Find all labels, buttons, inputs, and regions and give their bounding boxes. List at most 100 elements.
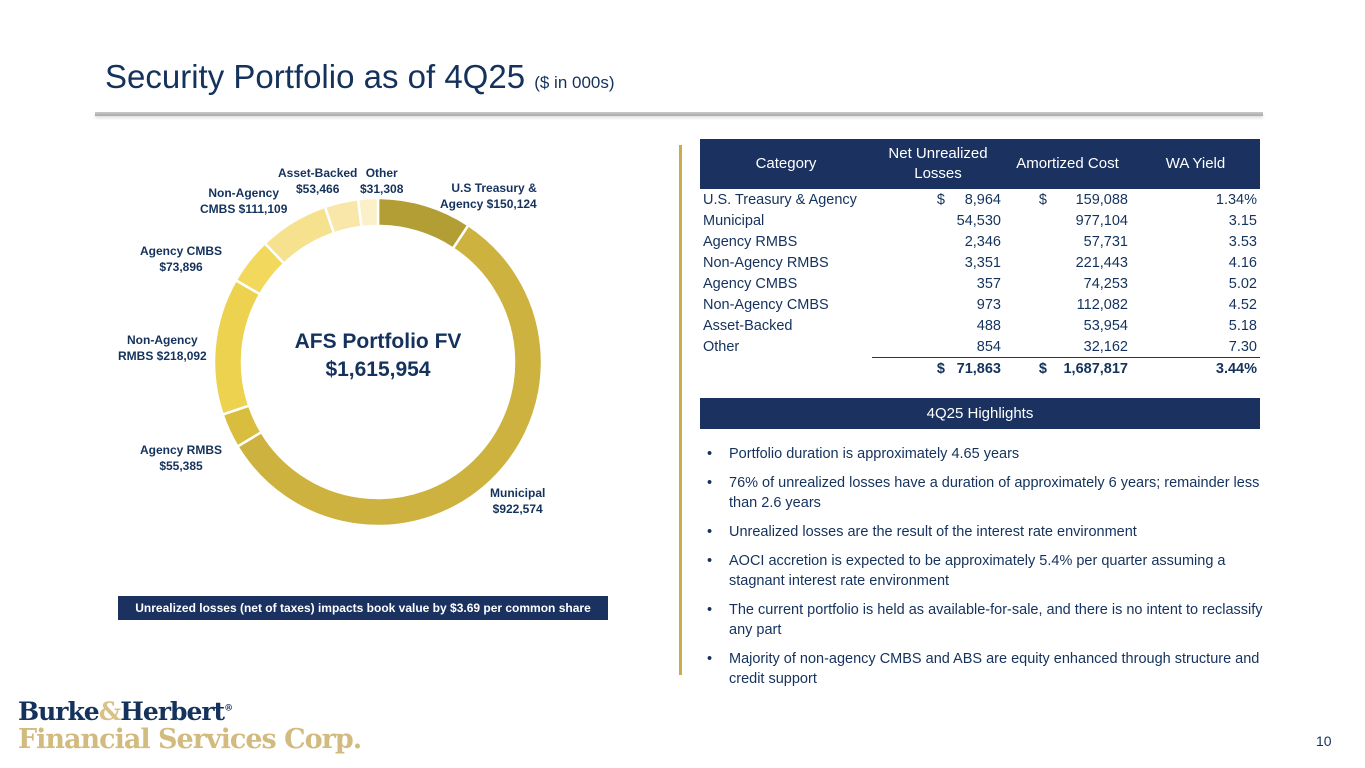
table-row: Asset-Backed 488 53,954 5.18 (700, 315, 1260, 336)
table-row: Agency RMBS 2,346 57,731 3.53 (700, 231, 1260, 252)
table-cell (872, 273, 948, 294)
slice-label: Non-Agency RMBS $218,092 (118, 332, 207, 364)
table-cell (700, 358, 872, 380)
portfolio-table: Category Net Unrealized Losses Amortized… (700, 139, 1260, 379)
slice-label-text: Non-Agency (208, 186, 280, 200)
table-cell (1004, 294, 1050, 315)
table-cell: 57,731 (1083, 233, 1128, 250)
table-row: Agency CMBS 357 74,253 5.02 (700, 273, 1260, 294)
table-row: U.S. Treasury & Agency $8,964 $159,088 1.34… (700, 189, 1260, 210)
table-cell: Municipal (703, 212, 765, 229)
table-cell: 159,088 (1075, 191, 1128, 208)
table-cell: 112,082 (1076, 296, 1128, 313)
slice-label-text: $31,308 (360, 182, 404, 196)
highlight-item: 76% of unrealized losses have a duration… (705, 473, 1265, 513)
table-cell: 3,351 (964, 254, 1001, 271)
company-logo-subtitle: Financial Services Corp. (18, 724, 362, 755)
table-cell (1004, 336, 1050, 358)
col-header: WA Yield (1131, 139, 1260, 189)
donut-slice-municipal (235, 223, 544, 528)
table-cell (1004, 252, 1050, 273)
table-cell: Non-Agency RMBS (703, 254, 829, 271)
table-cell: $ (1004, 357, 1050, 379)
table-cell: 854 (976, 338, 1001, 355)
page-title: Security Portfolio as of 4Q25 ($ in 000s… (105, 58, 615, 95)
highlight-item: AOCI accretion is expected to be approxi… (705, 551, 1265, 591)
slice-label-text: $73,896 (159, 260, 203, 274)
table-cell: 53,954 (1083, 317, 1128, 334)
table-cell (872, 294, 948, 315)
table-cell: 977,104 (1075, 212, 1128, 229)
table-cell: 32,162 (1083, 338, 1128, 355)
table-cell: 488 (976, 317, 1001, 334)
donut-slice-other (356, 196, 380, 229)
book-value-note: Unrealized losses (net of taxes) impacts… (118, 596, 608, 620)
table-cell: 4.16 (1228, 254, 1257, 271)
col-header: Net Unrealized Losses (872, 139, 1004, 189)
slice-label-text: $53,466 (295, 182, 340, 196)
slice-label-text: U.S Treasury & (451, 181, 537, 195)
table-cell: Other (703, 338, 740, 355)
donut-chart (212, 196, 544, 528)
slice-label: U.S Treasury & Agency $150,124 (440, 180, 537, 212)
slice-label-text: Agency RMBS (140, 443, 223, 457)
page-number: 10 (1316, 733, 1332, 749)
table-cell: $ (1038, 191, 1047, 208)
table-cell (872, 336, 948, 358)
slice-label: Non-Agency CMBS $111,109 (200, 185, 287, 217)
table-cell: Agency RMBS (703, 233, 798, 250)
highlight-item: Unrealized losses are the result of the … (705, 522, 1265, 542)
table-cell: 54,530 (956, 212, 1001, 229)
slice-label: Agency RMBS $55,385 (140, 442, 222, 474)
title-underline (95, 112, 1263, 116)
slice-label-text: Agency $150,124 (440, 197, 537, 211)
table-cell: 357 (976, 275, 1001, 292)
slice-label-text: CMBS $111,109 (200, 202, 288, 216)
slice-label: Asset-Backed $53,466 (278, 165, 357, 197)
highlight-item: The current portfolio is held as availab… (705, 600, 1265, 640)
slice-label: Municipal $922,574 (490, 485, 545, 517)
slice-label-text: Municipal (490, 486, 546, 500)
table-cell (872, 210, 948, 231)
col-header: Category (700, 139, 872, 189)
donut-slice-non-agency-rmbs (212, 278, 262, 417)
slice-label: Agency CMBS $73,896 (140, 243, 222, 275)
highlight-item: Portfolio duration is approximately 4.65… (705, 444, 1265, 464)
table-cell: 7.30 (1228, 338, 1257, 355)
table-row: Other 854 32,162 7.30 (700, 336, 1260, 358)
highlights-header: 4Q25 Highlights (700, 398, 1260, 429)
table-cell: $ (872, 357, 948, 379)
donut-center-label: AFS Portfolio FV $1,615,954 (294, 330, 462, 381)
slice-label-text: Non-Agency (127, 333, 198, 347)
col-header: Amortized Cost (1004, 139, 1131, 189)
table-cell: 1,687,817 (1050, 357, 1131, 379)
table-cell: 1.34% (1215, 191, 1257, 208)
slice-label-text: Agency CMBS (140, 244, 223, 258)
table-cell: 5.18 (1228, 317, 1257, 334)
highlights-list: Portfolio duration is approximately 4.65… (705, 444, 1265, 698)
slice-label-text: $922,574 (492, 502, 543, 516)
table-cell (872, 231, 948, 252)
table-cell: 74,253 (1083, 275, 1128, 292)
slice-label-text: Asset-Backed (278, 166, 358, 180)
company-logo: Burke&Herbert® (18, 697, 233, 726)
table-cell: 221,443 (1075, 254, 1128, 271)
slice-label-text: Other (365, 166, 398, 180)
table-cell: 71,863 (948, 357, 1004, 379)
table-cell (1004, 210, 1050, 231)
table-row: Municipal 54,530 977,104 3.15 (700, 210, 1260, 231)
table-cell (872, 252, 948, 273)
table-cell: 4.52 (1228, 296, 1257, 313)
table-row: Non-Agency CMBS 973 112,082 4.52 (700, 294, 1260, 315)
table-cell: 5.02 (1228, 275, 1257, 292)
table-cell: 3.44% (1131, 357, 1260, 379)
total-row: $71,863 $1,687,817 3.44% (700, 357, 1260, 380)
table-cell: U.S. Treasury & Agency (703, 191, 857, 208)
table-cell: 973 (976, 296, 1001, 313)
table-cell: 3.15 (1228, 212, 1257, 229)
slice-label-text: RMBS $218,092 (118, 349, 207, 363)
table-cell: Agency CMBS (703, 275, 798, 292)
table-row: Non-Agency RMBS 3,351 221,443 4.16 (700, 252, 1260, 273)
table-cell (872, 315, 948, 336)
table-cell (1004, 273, 1050, 294)
